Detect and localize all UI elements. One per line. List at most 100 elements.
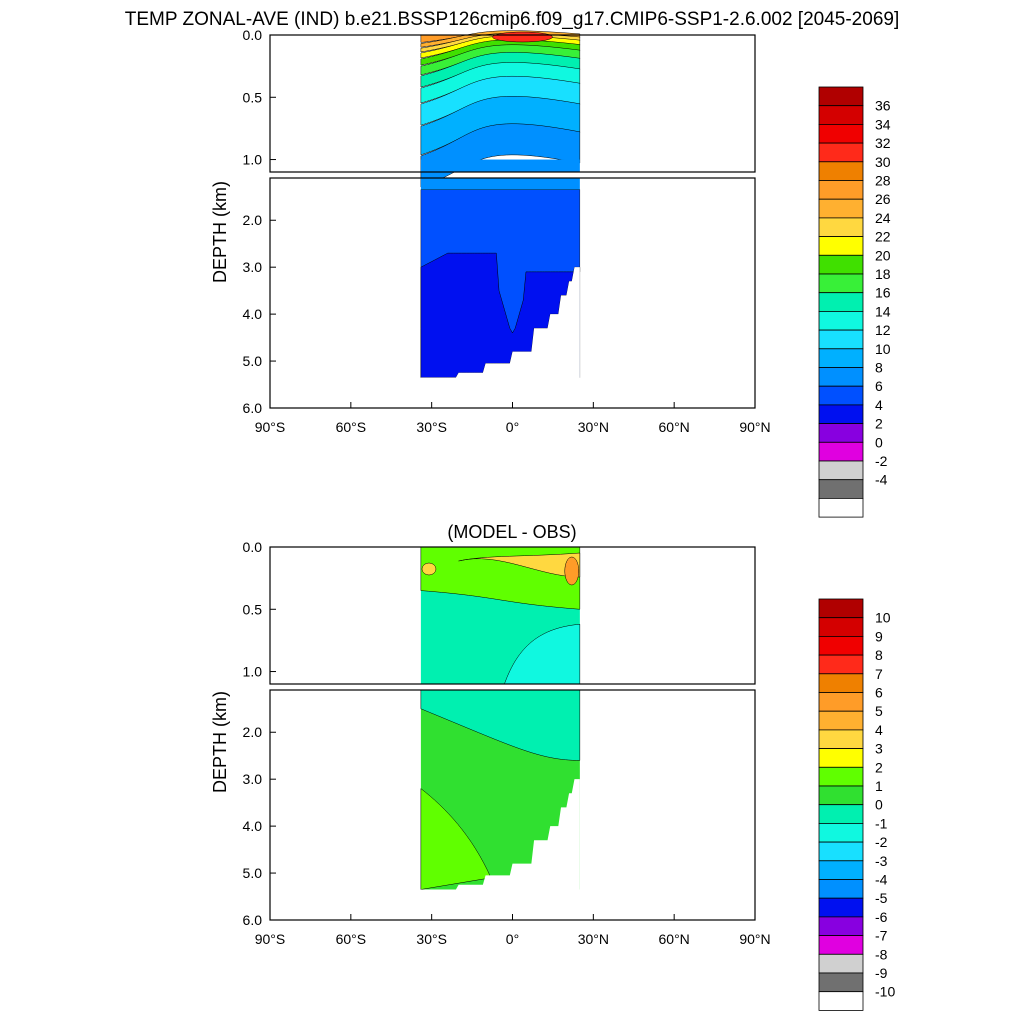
anomaly-region <box>504 623 581 685</box>
colorbar-box <box>818 273 864 294</box>
colorbar-box <box>818 654 864 675</box>
colorbar-label: 16 <box>875 285 891 301</box>
colorbar-label: 7 <box>875 666 883 682</box>
colorbar-box <box>818 497 864 518</box>
colorbar-label: 20 <box>875 247 891 263</box>
colorbar-label: 10 <box>875 341 891 357</box>
seafloor-mask <box>420 779 580 920</box>
y-tick-label: 0.0 <box>243 27 263 43</box>
colorbar-box <box>818 804 864 824</box>
anomaly-region <box>564 556 580 586</box>
colorbar-box <box>818 897 864 918</box>
colorbar-box <box>818 785 864 806</box>
y-tick-label: 3.0 <box>243 771 263 787</box>
colorbar-box <box>818 460 864 481</box>
colorbar-label: -1 <box>875 815 888 831</box>
x-tick-label: 60°S <box>336 419 367 435</box>
colorbar-box <box>818 105 864 125</box>
colorbar-label: 18 <box>875 266 891 282</box>
colorbar-box <box>818 972 864 993</box>
colorbar-box <box>818 254 864 275</box>
colorbar-label: 0 <box>875 434 883 450</box>
colorbar-label: 4 <box>875 722 883 738</box>
colorbar-label: -2 <box>875 453 888 469</box>
x-tick-label: 90°S <box>255 931 286 947</box>
colorbar-label: 0 <box>875 797 883 813</box>
y-tick-label: 2.0 <box>243 724 263 740</box>
model-upper-frame <box>269 34 756 173</box>
colorbar-box <box>818 879 864 899</box>
colorbar-box <box>818 953 864 974</box>
colorbar-label: 4 <box>875 397 883 413</box>
colorbar-box <box>818 991 864 1011</box>
colorbar-box <box>818 86 864 107</box>
colorbar-box <box>818 385 864 406</box>
colorbar-label: -6 <box>875 909 888 925</box>
colorbar-box <box>818 236 864 256</box>
y-tick-label: 5.0 <box>243 865 263 881</box>
y-tick-label: 2.0 <box>243 212 263 228</box>
colorbar-label: 9 <box>875 628 883 644</box>
colorbar-label: -9 <box>875 965 888 981</box>
colorbar-box <box>818 598 864 619</box>
colorbar-box <box>818 198 864 219</box>
x-tick-label: 90°N <box>739 931 770 947</box>
colorbar-box <box>818 935 864 955</box>
model-upper-contours <box>420 30 581 188</box>
model-axes: 90°S 60°S 30°S 0° 30°N 60°N 90°N 0.0 0.5 1.0 2.0 3.… <box>243 27 771 435</box>
colorbar-label: -4 <box>875 472 888 488</box>
colorbar-label: 24 <box>875 210 891 226</box>
colorbar-box <box>818 823 864 843</box>
colorbar-box <box>818 441 864 462</box>
colorbar-label: 8 <box>875 360 883 376</box>
y-tick-label: 3.0 <box>243 259 263 275</box>
colorbar-box <box>818 479 864 499</box>
colorbar-label: 26 <box>875 191 891 207</box>
colorbar-label: 14 <box>875 303 891 319</box>
colorbar-label: 30 <box>875 154 891 170</box>
colorbar-box <box>818 292 864 312</box>
colorbar-label: -5 <box>875 890 888 906</box>
colorbar-box <box>818 329 864 350</box>
colorbar-box <box>818 142 864 163</box>
x-tick-label: 0° <box>506 419 519 435</box>
diff-panel: 90°S 60°S 30°S 0° 30°N 60°N 90°N 0.0 0.5 1.0 2.0 3.… <box>210 539 771 947</box>
colorbar-label: -2 <box>875 834 888 850</box>
colorbar-label: 34 <box>875 116 891 132</box>
colorbar-label: 2 <box>875 759 883 775</box>
colorbar-box <box>818 748 864 768</box>
y-tick-label: 6.0 <box>243 400 263 416</box>
colorbar-label: 3 <box>875 741 883 757</box>
x-tick-label: 30°S <box>416 931 447 947</box>
colorbar-box <box>818 916 864 937</box>
colorbar-label: 6 <box>875 685 883 701</box>
colorbar-box <box>818 673 864 693</box>
colorbar-label: 22 <box>875 229 891 245</box>
y-tick-label: 5.0 <box>243 353 263 369</box>
colorbar-label: -4 <box>875 872 888 888</box>
colorbar-label: 32 <box>875 135 891 151</box>
x-tick-label: 90°S <box>255 419 286 435</box>
model-lower-contours <box>420 178 581 408</box>
anomaly-region <box>420 689 581 761</box>
x-tick-label: 30°S <box>416 419 447 435</box>
colorbar-box <box>818 841 864 862</box>
colorbar-label: -7 <box>875 928 888 944</box>
x-tick-label: 0° <box>506 931 519 947</box>
surface-warm-core <box>492 31 553 43</box>
diff-axes: 90°S 60°S 30°S 0° 30°N 60°N 90°N 0.0 0.5 1.0 2.0 3.… <box>243 539 771 947</box>
model-y-axis-label: DEPTH (km) <box>210 181 230 283</box>
colorbar-box <box>818 710 864 731</box>
y-tick-label: 1.0 <box>243 152 263 168</box>
seafloor-mask <box>420 267 580 408</box>
model-panel: 90°S 60°S 30°S 0° 30°N 60°N 90°N 0.0 0.5 1.0 2.0 3.… <box>210 27 771 435</box>
colorbar-label: -10 <box>875 984 895 1000</box>
colorbar-box <box>818 124 864 144</box>
colorbar-label: 2 <box>875 416 883 432</box>
y-tick-label: 4.0 <box>243 818 263 834</box>
y-tick-label: 1.0 <box>243 664 263 680</box>
colorbar-box <box>818 180 864 200</box>
diff-panel-title: (MODEL - OBS) <box>447 522 576 542</box>
anomaly-region <box>458 552 581 578</box>
